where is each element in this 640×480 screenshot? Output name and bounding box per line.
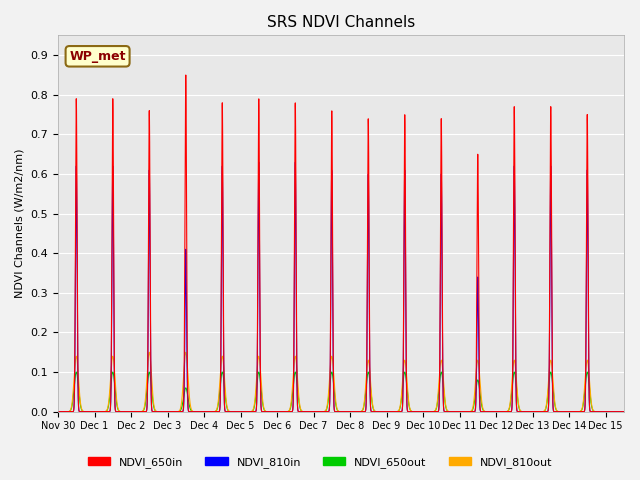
NDVI_810in [493, 409, 500, 415]
NDVI_650in [614, 409, 622, 415]
NDVI_650out [72, 369, 80, 375]
NDVI_810out [54, 409, 62, 415]
NDVI_650in [54, 409, 62, 415]
NDVI_650out [257, 382, 264, 388]
NDVI_650in [547, 104, 555, 109]
NDVI_810in [620, 409, 628, 415]
NDVI_650in [292, 333, 300, 338]
NDVI_810in [292, 348, 300, 353]
Legend: NDVI_650in, NDVI_810in, NDVI_650out, NDVI_810out: NDVI_650in, NDVI_810in, NDVI_650out, NDV… [83, 452, 557, 472]
Line: NDVI_650out: NDVI_650out [58, 372, 624, 412]
NDVI_650in [620, 409, 628, 415]
NDVI_650out [250, 407, 257, 412]
NDVI_650in [182, 72, 189, 78]
NDVI_810out [145, 349, 153, 355]
NDVI_810out [283, 409, 291, 415]
NDVI_810out [250, 406, 257, 411]
NDVI_810out [547, 357, 555, 363]
Y-axis label: NDVI Channels (W/m2/nm): NDVI Channels (W/m2/nm) [15, 149, 25, 298]
NDVI_810in [250, 409, 257, 415]
NDVI_810in [614, 409, 622, 415]
Line: NDVI_650in: NDVI_650in [58, 75, 624, 412]
NDVI_810in [547, 163, 555, 169]
Text: WP_met: WP_met [69, 50, 126, 63]
NDVI_650in [257, 391, 264, 397]
NDVI_650out [292, 376, 300, 382]
NDVI_650out [54, 409, 62, 415]
NDVI_650out [283, 409, 291, 415]
Title: SRS NDVI Channels: SRS NDVI Channels [267, 15, 415, 30]
NDVI_650in [493, 409, 500, 415]
NDVI_810out [292, 363, 300, 369]
NDVI_810out [257, 371, 264, 377]
NDVI_810out [493, 409, 500, 415]
Line: NDVI_810in: NDVI_810in [58, 162, 624, 412]
NDVI_650out [493, 409, 500, 415]
NDVI_810out [620, 409, 628, 415]
NDVI_810in [283, 409, 291, 415]
NDVI_650in [283, 409, 291, 415]
Line: NDVI_810out: NDVI_810out [58, 352, 624, 412]
NDVI_810in [54, 409, 62, 415]
NDVI_650out [547, 369, 555, 375]
NDVI_650out [620, 409, 628, 415]
NDVI_810in [257, 395, 264, 400]
NDVI_810in [255, 159, 262, 165]
NDVI_650in [250, 409, 257, 415]
